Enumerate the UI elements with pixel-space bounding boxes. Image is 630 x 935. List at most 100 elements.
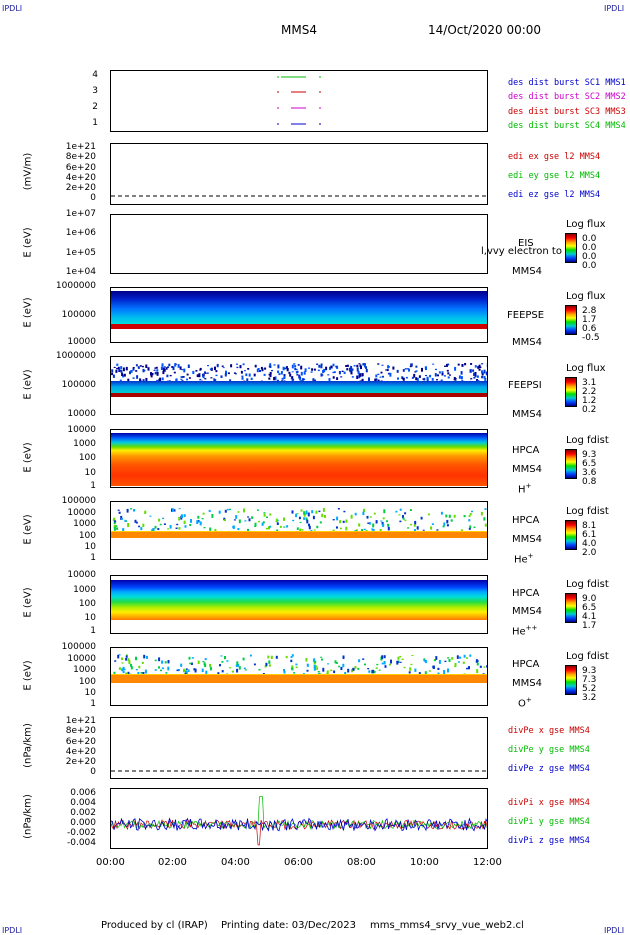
spectrogram-pixel <box>236 668 239 673</box>
spectrogram-pixel <box>290 659 293 663</box>
spectrogram-pixel <box>251 516 254 519</box>
spectrogram-pixel <box>118 369 121 372</box>
spectrogram-pixel <box>404 519 407 522</box>
spectrogram-pixel <box>397 377 399 380</box>
edi-ylabel: (mV/m) <box>22 152 34 191</box>
hpca-he-cb-tick-0: 8.1 <box>582 521 597 531</box>
eis-cb-tick-0: 0.0 <box>582 234 597 244</box>
spectrogram-pixel <box>156 369 159 372</box>
spectrogram-pixel <box>322 369 325 374</box>
hpca-hepp-colorbar <box>565 593 577 623</box>
spectrogram-pixel <box>121 517 123 520</box>
spectrogram-pixel <box>363 508 365 512</box>
edi-legend-ey: edi ey gse l2 MMS4 <box>508 171 601 181</box>
spectrogram-pixel <box>453 514 456 518</box>
spectrogram-pixel <box>257 509 259 511</box>
spectrogram-pixel <box>373 512 376 515</box>
hpca-h-tick-4: 1 <box>90 481 96 491</box>
spectrogram-pixel <box>261 522 264 526</box>
spectrogram-pixel <box>163 523 166 525</box>
spectrogram-pixel <box>387 372 390 375</box>
spectrogram-pixel <box>449 374 451 376</box>
spectrogram-pixel <box>442 525 445 528</box>
spectrogram-pixel <box>359 373 362 377</box>
hpca-he-species-name: He <box>514 554 528 566</box>
eis-cb-tick-2: 0.0 <box>582 252 597 262</box>
spectrogram-pixel <box>294 365 297 368</box>
burst-tick-2: 2 <box>92 102 98 112</box>
spectrogram-pixel <box>182 376 185 378</box>
spectrogram-pixel <box>401 658 404 660</box>
hpca-o-colorbar-title: Log fdist <box>566 651 609 662</box>
edi-tick-5: 0 <box>90 193 96 203</box>
spectrogram-pixel <box>350 367 353 372</box>
hpca-he-band-edge <box>111 531 487 532</box>
spectrogram-pixel <box>236 363 238 365</box>
spectrogram-pixel <box>259 370 261 372</box>
hpca-he-charge: + <box>527 552 534 560</box>
x-tick-0: 00:00 <box>96 857 125 868</box>
spectrogram-pixel <box>462 661 465 664</box>
spectrogram-pixel <box>317 671 320 673</box>
hpca-o-cb-tick-0: 9.3 <box>582 666 597 676</box>
spectrogram-pixel <box>202 376 205 379</box>
spectrogram-pixel <box>335 365 338 368</box>
spectrogram-pixel <box>253 373 256 377</box>
hpca-he-tick-0: 100000 <box>61 496 96 506</box>
spectrogram-pixel <box>468 515 471 517</box>
spectrogram-pixel <box>433 659 436 661</box>
hpca-h-cb-tick-2: 3.6 <box>582 468 597 478</box>
spectrogram-pixel <box>129 371 131 375</box>
spectrogram-pixel <box>377 373 380 375</box>
spectrogram-pixel <box>189 524 192 526</box>
spectrogram-pixel <box>289 373 292 377</box>
spectrogram-pixel <box>353 365 356 367</box>
spectrogram-pixel <box>454 662 457 667</box>
spectrogram-pixel <box>121 662 124 664</box>
hpca-he-ylabel: E (eV) <box>22 514 34 545</box>
spectrogram-pixel <box>415 370 418 372</box>
spectrogram-pixel <box>209 527 212 531</box>
spectrogram-pixel <box>469 513 472 516</box>
spectrogram-pixel <box>316 363 319 365</box>
spectrogram-pixel <box>374 378 377 383</box>
spectrogram-pixel <box>484 508 487 510</box>
spectrogram-pixel <box>283 526 286 528</box>
burst-panel <box>110 70 488 132</box>
spectrogram-pixel <box>424 671 427 675</box>
spectrogram-pixel <box>313 529 316 531</box>
spectrogram-pixel <box>189 662 192 665</box>
spectrogram-pixel <box>135 521 138 524</box>
hpca-h-ylabel: E (eV) <box>22 442 34 473</box>
hpca-hepp-cb-tick-3: 1.7 <box>582 621 597 631</box>
spectrogram-pixel <box>146 655 148 659</box>
spectrogram-pixel <box>471 510 473 513</box>
hpca-o-ylabel: E (eV) <box>22 660 34 691</box>
spectrogram-pixel <box>256 368 259 373</box>
divpi-legend-y: divPi y gse MMS4 <box>508 817 590 827</box>
spectrogram-pixel <box>229 667 232 669</box>
spectrogram-pixel <box>371 669 373 674</box>
spectrogram-pixel <box>204 371 206 374</box>
spectrogram-pixel <box>474 372 477 376</box>
hpca-hepp-cb-tick-0: 9.0 <box>582 594 597 604</box>
spectrogram-pixel <box>386 369 389 372</box>
spectrogram-pixel <box>484 523 487 527</box>
feepse-high-flux-band <box>111 324 487 329</box>
spectrogram-pixel <box>178 527 181 530</box>
spectrogram-pixel <box>443 670 446 674</box>
spectrogram-pixel <box>233 519 236 521</box>
spectrogram-pixel <box>446 524 449 527</box>
hpca-hepp-spectrogram <box>111 580 487 620</box>
spectrogram-pixel <box>298 516 301 520</box>
spectrogram-pixel <box>418 672 421 676</box>
spectrogram-pixel <box>254 525 257 527</box>
spectrogram-pixel <box>164 661 167 664</box>
spectrogram-pixel <box>178 508 181 510</box>
spectrogram-pixel <box>356 367 359 372</box>
spectrogram-pixel <box>321 658 323 661</box>
spectrogram-pixel <box>199 367 202 370</box>
spectrogram-pixel <box>476 375 479 378</box>
burst-tick-1: 1 <box>92 118 98 128</box>
spectrogram-pixel <box>160 669 162 672</box>
